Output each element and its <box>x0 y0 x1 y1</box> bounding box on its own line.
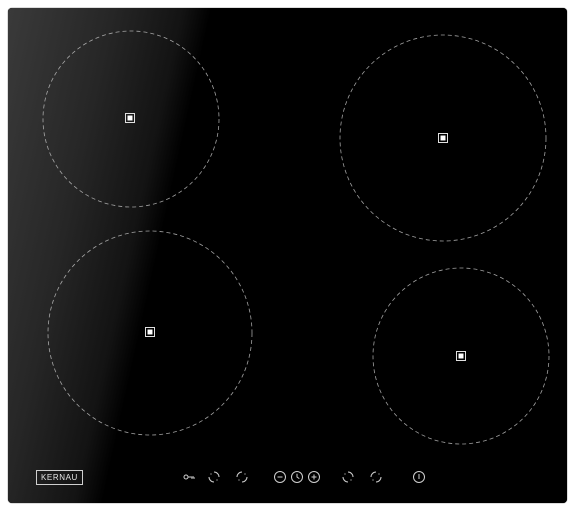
minus-icon <box>274 471 286 483</box>
zone-selector-front-right-button[interactable] <box>369 470 383 484</box>
power-button[interactable] <box>412 470 426 484</box>
cooking-zone-front-right[interactable] <box>372 267 550 445</box>
power-icon <box>413 471 425 483</box>
square-indicator-icon <box>438 133 448 143</box>
key-icon <box>183 474 195 480</box>
square-indicator-icon <box>125 113 135 123</box>
brand-logo: KERNAU <box>36 470 83 485</box>
zone-selector-front-left-button[interactable] <box>207 470 221 484</box>
zone-selector-icon <box>370 471 382 483</box>
zone-selector-rear-right-button[interactable] <box>341 470 355 484</box>
plus-icon <box>308 471 320 483</box>
child-lock-button[interactable] <box>182 470 196 484</box>
plus-button[interactable] <box>307 470 321 484</box>
zone-selector-icon <box>342 471 354 483</box>
minus-button[interactable] <box>273 470 287 484</box>
zone-selector-icon <box>236 471 248 483</box>
cooking-zone-rear-right[interactable] <box>339 34 547 242</box>
cooking-zone-front-left[interactable] <box>47 230 253 436</box>
zone-selector-icon <box>208 471 220 483</box>
glass-reflection <box>8 8 321 503</box>
hob-glass-surface <box>8 8 567 503</box>
cooking-zone-rear-left[interactable] <box>42 30 220 208</box>
square-indicator-icon <box>456 351 466 361</box>
square-indicator-icon <box>145 327 155 337</box>
clock-icon <box>291 471 303 483</box>
timer-button[interactable] <box>290 470 304 484</box>
induction-hob: KERNAU <box>8 8 567 503</box>
zone-selector-rear-left-button[interactable] <box>235 470 249 484</box>
